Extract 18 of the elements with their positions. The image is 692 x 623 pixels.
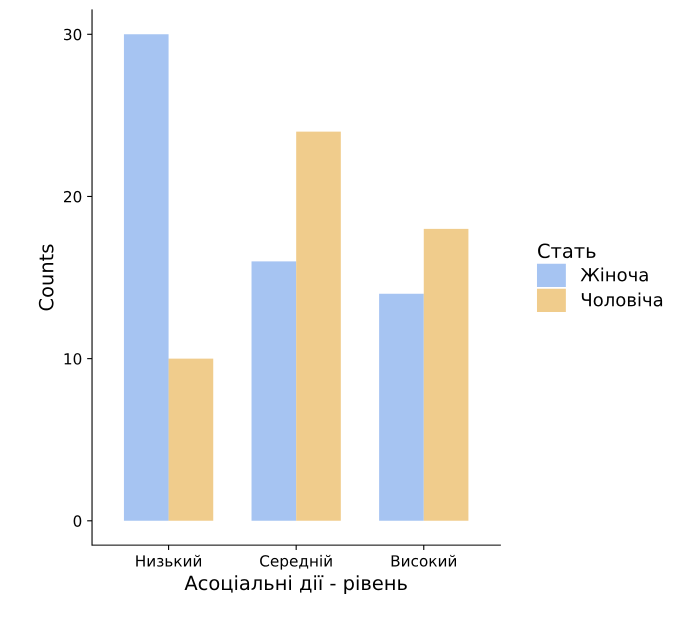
legend-title: Стать [538, 243, 596, 258]
bar [124, 34, 169, 521]
x-axis-title: Асоціальні дії - рівень [184, 575, 407, 594]
y-tick-label: 0 [74, 515, 82, 527]
y-tick-label: 30 [64, 28, 82, 40]
x-tick-label: Низький [136, 554, 202, 567]
bar [424, 228, 468, 521]
y-axis-title: Counts [38, 244, 54, 310]
x-tick-label: Високий [392, 554, 456, 567]
x-tick-label: Середній [260, 554, 332, 570]
bar [168, 358, 214, 521]
legend-label: Чоловіча [582, 292, 662, 307]
y-tick-label: 10 [64, 353, 82, 365]
bar [296, 132, 341, 521]
bar [252, 261, 296, 521]
y-tick-label: 20 [64, 190, 82, 202]
legend-label: Жіноча [580, 268, 648, 282]
bar [379, 294, 424, 521]
